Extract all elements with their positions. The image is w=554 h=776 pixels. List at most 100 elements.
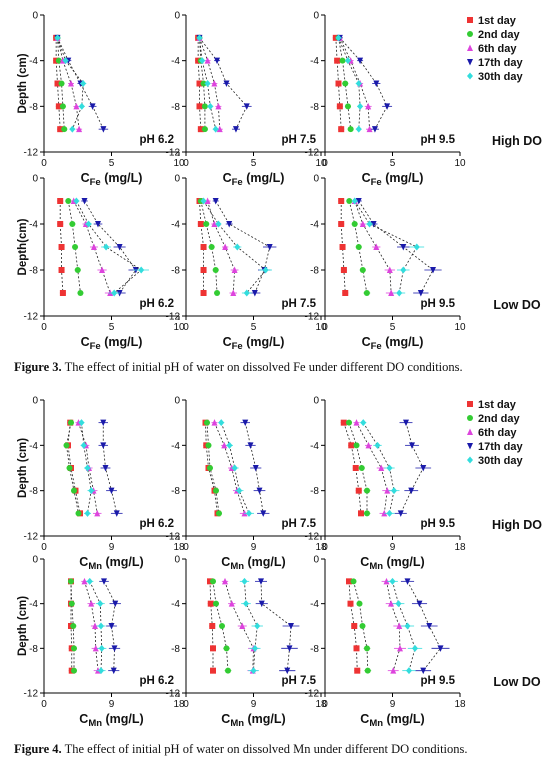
data-point (350, 578, 357, 585)
data-point (351, 623, 358, 629)
data-point (236, 487, 243, 495)
legend: 1st day 2nd day 6th day 17th day 30th day (467, 399, 524, 467)
y-tick-label: 0 (32, 555, 38, 566)
data-point (397, 510, 404, 517)
data-point (90, 243, 97, 250)
x-tick-label: 0 (183, 322, 189, 333)
x-axis-label-part: Fe (371, 341, 382, 352)
series-line (244, 422, 264, 514)
x-tick-label: 9 (109, 542, 115, 553)
data-point (231, 464, 238, 472)
data-point (111, 289, 118, 297)
legend-label: 1st day (478, 399, 517, 411)
y-tick-label: -12 (166, 532, 181, 543)
data-point (62, 57, 69, 65)
x-tick-label: 0 (41, 322, 47, 333)
y-tick-label: -4 (171, 220, 180, 231)
data-point (81, 577, 88, 585)
data-point (211, 220, 218, 227)
data-point (234, 243, 241, 251)
data-point (212, 198, 219, 205)
data-point (211, 419, 218, 426)
data-point (384, 487, 391, 494)
ph-label: pH 7.5 (281, 134, 316, 146)
figure-3-caption-text: The effect of initial pH of water on dis… (61, 360, 463, 374)
data-point (204, 419, 210, 426)
data-point (408, 487, 415, 495)
data-point (223, 80, 230, 87)
x-axis-label-part: Mn (369, 561, 383, 572)
x-axis-label-part: Fe (232, 177, 243, 188)
data-point (374, 441, 381, 449)
y-tick-label: -8 (171, 644, 180, 655)
data-point (209, 623, 216, 629)
x-axis-label-part: Mn (230, 561, 244, 572)
data-point (256, 487, 263, 495)
data-point (201, 103, 208, 110)
data-point (409, 442, 415, 449)
data-point (338, 126, 345, 133)
x-tick-label: 0 (183, 158, 189, 169)
figure-3-caption-label: Figure 3. (14, 360, 62, 374)
data-point (73, 102, 80, 110)
data-point (230, 289, 237, 296)
data-point (335, 34, 342, 42)
data-point (339, 57, 346, 64)
legend-marker (467, 44, 473, 51)
data-point (344, 103, 351, 110)
x-axis-label: CMn (mg/L) (360, 712, 424, 729)
data-point (63, 442, 70, 449)
data-point (65, 198, 72, 204)
ph-label: pH 9.5 (420, 518, 455, 530)
data-point (59, 103, 66, 110)
data-point (215, 220, 222, 228)
data-point (437, 645, 444, 652)
do-condition-label: Low DO (493, 298, 540, 312)
data-point (355, 198, 362, 205)
data-point (258, 578, 264, 585)
data-point (355, 487, 362, 494)
data-point (347, 600, 354, 607)
data-point (251, 290, 258, 297)
x-tick-label: 10 (173, 158, 185, 169)
data-point (197, 221, 204, 227)
data-point (426, 623, 433, 630)
y-tick-label: -4 (310, 56, 319, 67)
data-point (113, 510, 120, 517)
x-axis-label-part: Fe (371, 177, 382, 188)
figure-3-caption: Figure 3. The effect of initial pH of wa… (14, 359, 548, 375)
data-point (386, 509, 393, 517)
y-tick-label: -4 (29, 441, 38, 452)
x-tick-label: 0 (322, 542, 328, 553)
data-point (210, 578, 216, 585)
series-line (356, 422, 388, 514)
ph-label: pH 7.5 (281, 298, 316, 310)
data-point (196, 34, 203, 42)
y-tick-label: 0 (32, 396, 38, 407)
data-point (89, 103, 96, 110)
data-point (395, 600, 402, 608)
data-point (221, 441, 228, 449)
data-point (381, 509, 388, 517)
y-tick-label: 0 (313, 396, 319, 407)
data-point (101, 578, 107, 585)
y-tick-label: 0 (313, 555, 319, 566)
legend-marker (467, 456, 473, 464)
x-axis-label-part: (mg/L) (244, 555, 286, 569)
data-point (226, 441, 233, 449)
x-axis-label-part: (mg/L) (102, 555, 144, 569)
data-point (66, 465, 73, 471)
x-tick-label: 10 (315, 322, 327, 333)
data-point (219, 623, 225, 629)
y-tick-label: -4 (171, 599, 180, 610)
x-axis-label-part: Fe (90, 341, 101, 352)
data-point (364, 667, 371, 674)
x-tick-label: 9 (390, 542, 396, 553)
data-point (108, 623, 115, 630)
data-point (78, 419, 85, 427)
data-point (243, 289, 250, 297)
data-point (196, 103, 203, 110)
